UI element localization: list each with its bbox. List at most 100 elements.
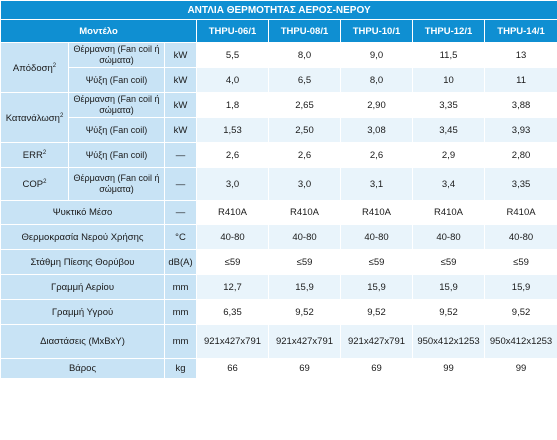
model-col-3: THPU-10/1 [340,19,413,43]
table-cell: 2,6 [196,142,269,168]
unit-label: °C [164,224,197,250]
header-row: Μοντέλο THPU-06/1 THPU-08/1 THPU-10/1 TH… [0,19,557,43]
table-cell: 9,0 [340,42,413,68]
unit-label: — [164,142,197,168]
unit-label: kW [164,42,197,68]
model-col-5: THPU-14/1 [483,19,557,43]
table-cell: 8,0 [268,42,341,68]
table-cell: 15,9 [340,274,413,300]
table-cell: 2,6 [340,142,413,168]
table-cell: 40-80 [483,224,557,250]
unit-label: kW [164,67,197,93]
unit-label: — [164,200,197,225]
table-row: Γραμμή Αερίου mm 12,7 15,9 15,9 15,9 15,… [0,274,557,300]
table-row: Ψυκτικό Μέσο — R410A R410A R410A R410A R… [0,200,557,225]
table-cell: 4,0 [196,67,269,93]
table-cell: 3,08 [340,117,413,143]
row-label-katanalosi: Κατανάλωση2 [0,92,69,143]
table-cell: 3,45 [412,117,485,143]
table-cell: 40-80 [412,224,485,250]
mode-label: Θέρμανση (Fan coil ή σώματα) [68,42,165,68]
mode-label: Ψύξη (Fan coil) [68,67,165,93]
table-cell: 13 [483,42,557,68]
table-cell: 66 [196,358,269,379]
table-cell: 40-80 [340,224,413,250]
table-cell: 11,5 [412,42,485,68]
table-cell: 3,1 [340,167,413,201]
row-label-cop: COP2 [0,167,69,201]
row-label-dimensions: Διαστάσεις (ΜxΒxΥ) [0,324,165,359]
table-cell: 3,88 [483,92,557,118]
table-row: Γραμμή Υγρού mm 6,35 9,52 9,52 9,52 9,52 [0,299,557,325]
table-row: Διαστάσεις (ΜxΒxΥ) mm 921x427x791 921x42… [0,324,557,359]
table-cell: 15,9 [268,274,341,300]
table-row: COP2 Θέρμανση (Fan coil ή σώματα) — 3,0 … [0,167,557,201]
table-cell: ≤59 [268,249,341,275]
row-label-noise: Στάθμη Πίεσης Θορύβου [0,249,165,275]
spec-table: ΑΝΤΛΙΑ ΘΕΡΜΟΤΗΤΑΣ ΑΕΡΟΣ-ΝΕΡΟΥ Μοντέλο TH… [0,0,557,379]
unit-label: mm [164,274,197,300]
table-row: Ψύξη (Fan coil) kW 1,53 2,50 3,08 3,45 3… [1,117,557,143]
row-label-err: ERR2 [0,142,69,168]
row-label-refrigerant: Ψυκτικό Μέσο [0,200,165,225]
table-cell: R410A [412,200,485,225]
table-row: Στάθμη Πίεσης Θορύβου dB(A) ≤59 ≤59 ≤59 … [0,249,557,275]
table-cell: 3,35 [412,92,485,118]
table-cell: ≤59 [340,249,413,275]
table-cell: 2,9 [412,142,485,168]
unit-label: mm [164,299,197,325]
table-row: Βάρος kg 66 69 69 99 99 [0,358,557,379]
table-cell: 3,0 [196,167,269,201]
unit-label: kg [164,358,197,379]
table-cell: 9,52 [483,299,557,325]
mode-label: Θέρμανση (Fan coil ή σώματα) [68,92,165,118]
model-col-1: THPU-06/1 [196,19,269,43]
table-cell: 950x412x1253 [483,324,557,359]
table-cell: 3,35 [483,167,557,201]
unit-label: dB(A) [164,249,197,275]
model-col-2: THPU-08/1 [268,19,341,43]
table-cell: 9,52 [412,299,485,325]
unit-label: kW [164,117,197,143]
table-cell: 9,52 [340,299,413,325]
table-cell: 15,9 [483,274,557,300]
table-cell: R410A [268,200,341,225]
table-row: Ψύξη (Fan coil) kW 4,0 6,5 8,0 10 11 [1,67,557,93]
table-cell: R410A [196,200,269,225]
table-title: ΑΝΤΛΙΑ ΘΕΡΜΟΤΗΤΑΣ ΑΕΡΟΣ-ΝΕΡΟΥ [0,0,557,20]
table-row: Θερμοκρασία Νερού Χρήσης °C 40-80 40-80 … [0,224,557,250]
table-cell: 8,0 [340,67,413,93]
table-cell: 950x412x1253 [412,324,485,359]
row-label-water-temp: Θερμοκρασία Νερού Χρήσης [0,224,165,250]
table-row: Κατανάλωση2 Θέρμανση (Fan coil ή σώματα)… [0,92,557,143]
table-cell: 10 [412,67,485,93]
table-cell: R410A [483,200,557,225]
row-label-liquid-line: Γραμμή Υγρού [0,299,165,325]
table-cell: 40-80 [268,224,341,250]
model-label: Μοντέλο [0,19,197,43]
table-cell: 6,5 [268,67,341,93]
table-cell: 9,52 [268,299,341,325]
table-cell: ≤59 [196,249,269,275]
table-cell: 6,35 [196,299,269,325]
table-cell: 1,53 [196,117,269,143]
table-cell: 921x427x791 [196,324,269,359]
table-cell: 921x427x791 [340,324,413,359]
table-cell: 2,80 [483,142,557,168]
mode-label: Θέρμανση (Fan coil ή σώματα) [68,167,165,201]
table-cell: 921x427x791 [268,324,341,359]
table-cell: R410A [340,200,413,225]
unit-label: mm [164,324,197,359]
table-cell: 2,65 [268,92,341,118]
row-label-weight: Βάρος [0,358,165,379]
table-cell: 40-80 [196,224,269,250]
table-cell: 1,8 [196,92,269,118]
table-cell: 99 [483,358,557,379]
mode-label: Ψύξη (Fan coil) [68,142,165,168]
table-cell: 99 [412,358,485,379]
table-row: ERR2 Ψύξη (Fan coil) — 2,6 2,6 2,6 2,9 2… [0,142,557,168]
table-cell: 5,5 [196,42,269,68]
table-cell: 15,9 [412,274,485,300]
unit-label: — [164,167,197,201]
table-cell: 3,4 [412,167,485,201]
